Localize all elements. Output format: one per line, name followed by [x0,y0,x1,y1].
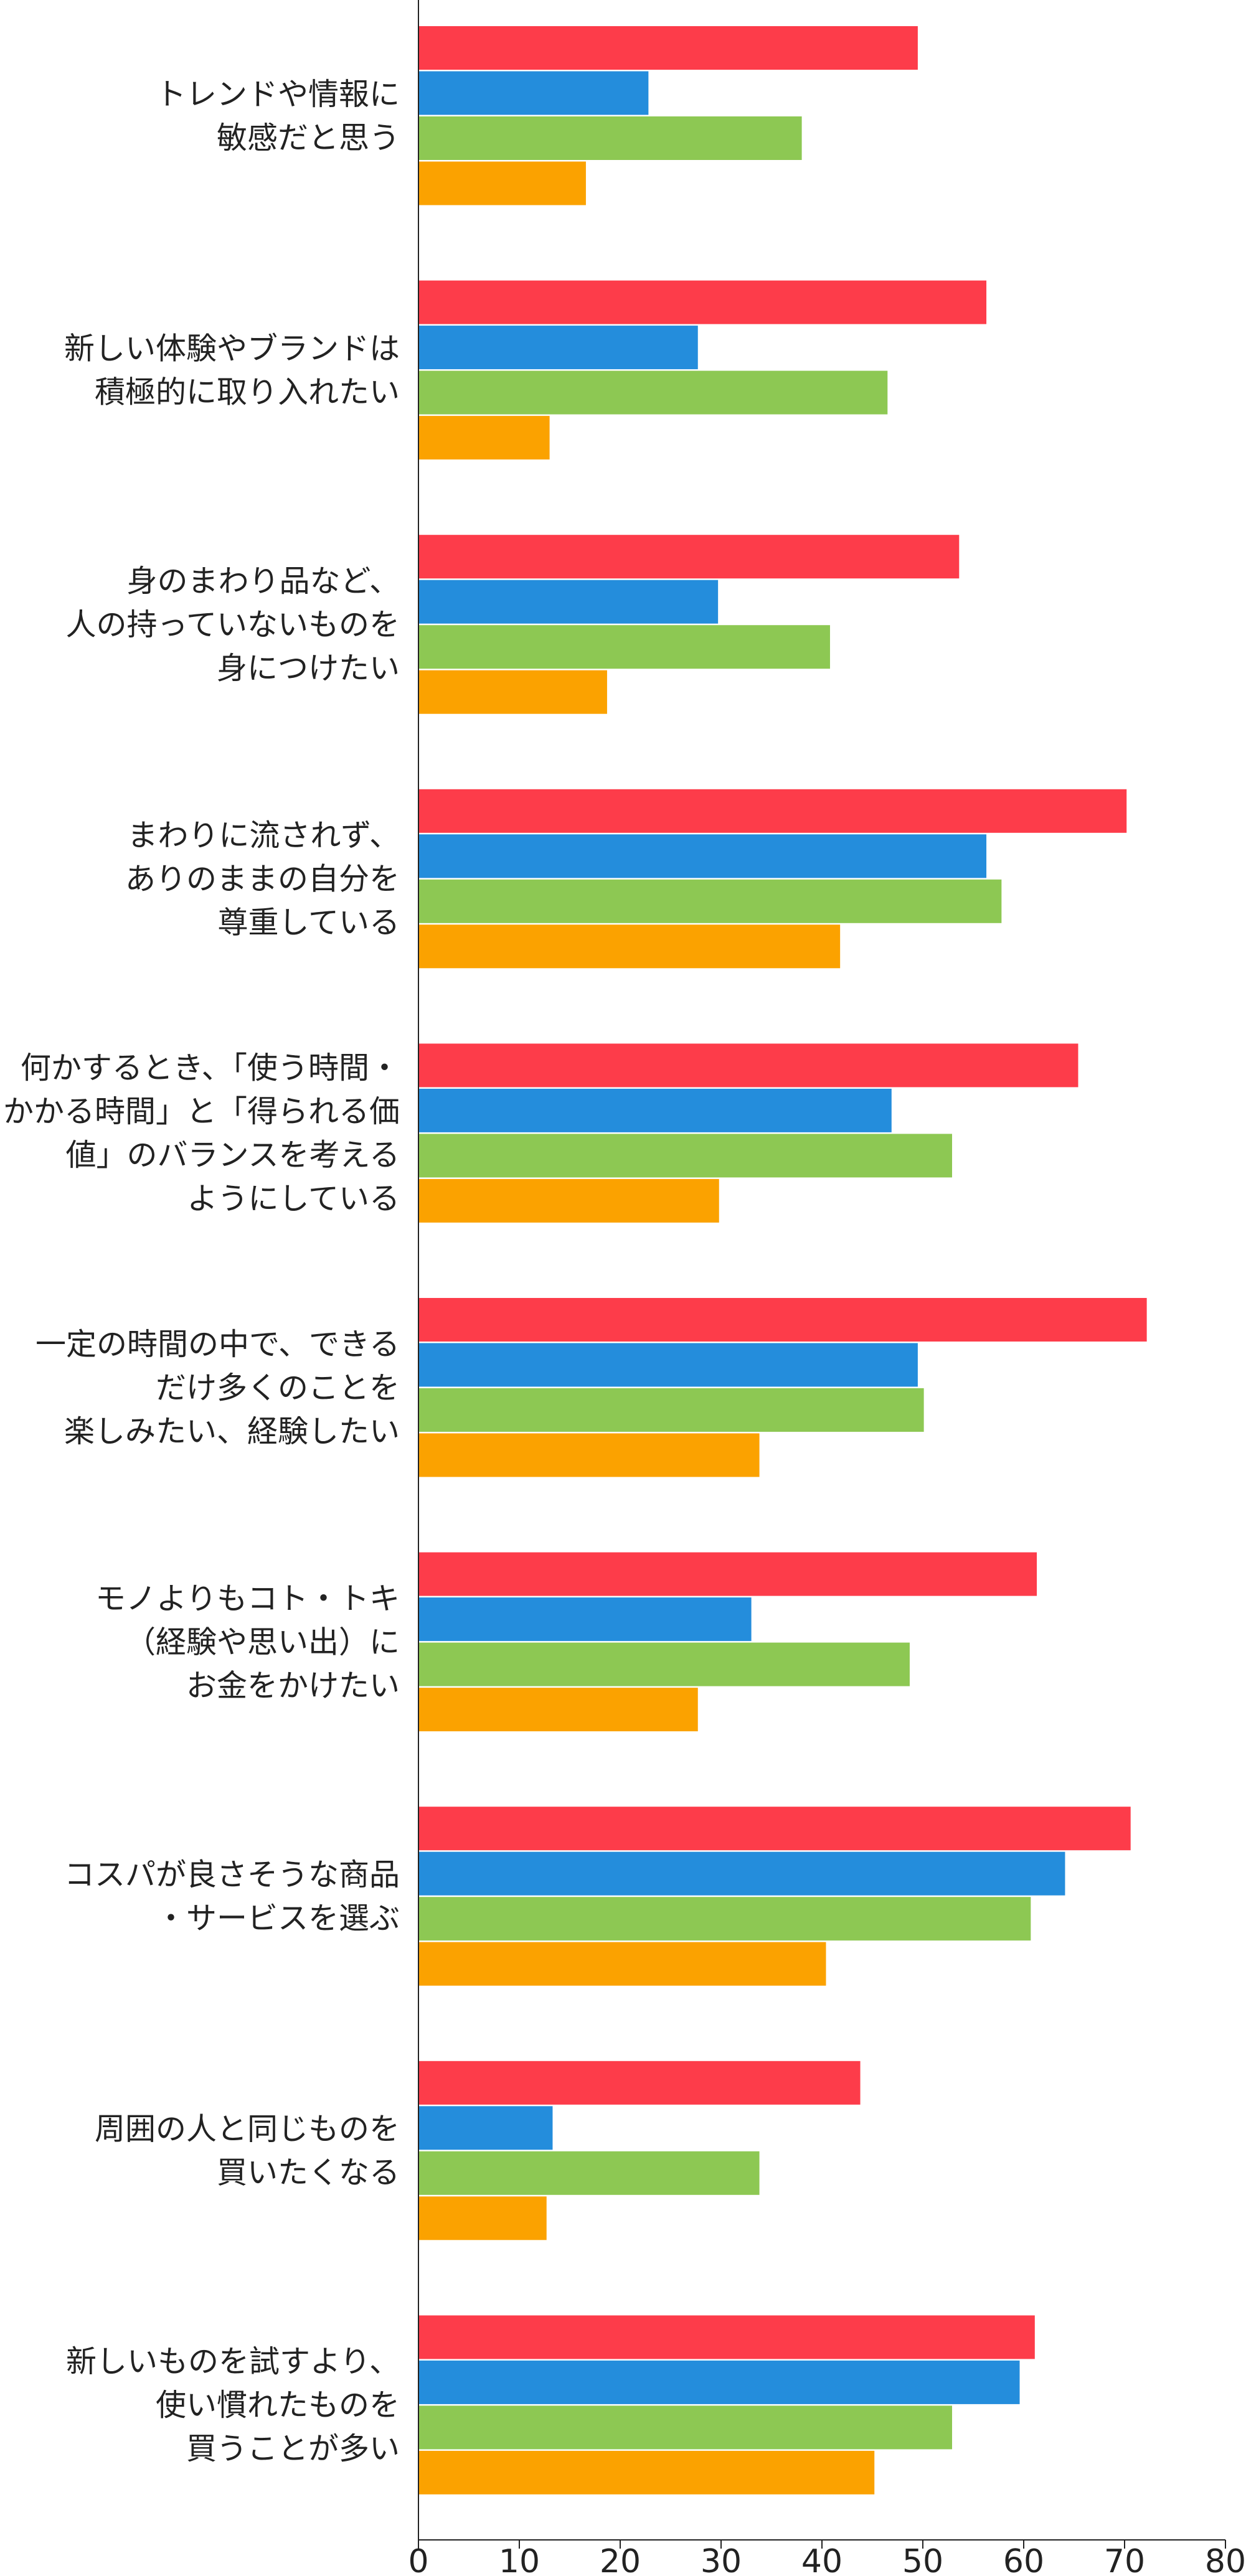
category-label: 尊重している [217,905,400,941]
category-label: まわりに流されず、 [127,818,400,853]
bar-series-1 [418,1807,1131,1851]
category-label: 買いたくなる [217,2155,400,2191]
bar-series-3 [418,1642,910,1686]
bar-series-1 [418,26,918,70]
bar-series-4 [418,924,841,969]
bar-series-3 [418,1388,924,1432]
x-tick-label: 80 [1205,2543,1246,2576]
category-label: 使い慣れたものを [156,2387,400,2423]
category-labels: トレンドや情報に敏感だと思う新しい体験やブランドは積極的に取り入れたい身のまわり… [3,77,400,2466]
bar-series-3 [418,370,888,415]
bars-group [418,26,1147,2494]
bar-series-1 [418,1298,1147,1342]
bar-series-1 [418,1552,1037,1596]
bar-series-3 [418,2405,952,2450]
bar-series-4 [418,2450,875,2494]
bar-series-2 [418,326,698,370]
bar-series-2 [418,71,649,115]
category-label: ようにしている [187,1181,400,1216]
category-label: トレンドや情報に [156,77,400,112]
category-label: ありのままの自分を [125,862,400,897]
category-label: 何かするとき、「使う時間・ [21,1050,400,1086]
bar-series-1 [418,789,1127,833]
category-label: 身につけたい [217,651,400,686]
bar-series-2 [418,1597,752,1642]
category-label: ・サービスを選ぶ [156,1901,400,1936]
bar-series-2 [418,580,719,624]
x-tick-label: 40 [801,2543,842,2576]
bar-series-3 [418,116,802,160]
category-label: お金をかけたい [186,1668,400,1703]
bar-series-3 [418,625,830,669]
category-label: コスパが良さそうな商品 [64,1857,400,1892]
bar-series-4 [418,161,586,205]
bar-series-3 [418,2151,760,2195]
category-label: 新しいものを試すより、 [66,2344,400,2379]
x-tick-label: 50 [902,2543,943,2576]
bar-series-2 [418,1088,892,1132]
category-label: （経験や思い出）に [125,1624,400,1660]
bar-series-2 [418,1343,918,1387]
category-label: 人の持っていないものを [65,607,400,642]
x-tick-label: 70 [1104,2543,1145,2576]
bar-series-4 [418,670,607,714]
x-tick-label: 10 [499,2543,540,2576]
bar-series-1 [418,280,987,324]
bar-series-3 [418,1897,1031,1941]
bar-series-2 [418,2106,553,2150]
category-label: 買うことが多い [186,2431,400,2466]
bar-series-4 [418,1688,698,1732]
category-label: 身のまわり品など、 [126,563,400,599]
x-tick-label: 30 [701,2543,742,2576]
bar-series-3 [418,879,1002,923]
bar-series-4 [418,1178,719,1223]
x-tick-label: 0 [408,2543,428,2576]
bar-series-1 [418,1043,1078,1088]
bar-series-4 [418,1942,826,1986]
category-label: 積極的に取り入れたい [95,374,400,410]
category-label: 敏感だと思う [217,120,400,156]
bar-series-3 [418,1134,952,1178]
category-label: 新しい体験やブランドは [64,331,400,366]
category-label: 周囲の人と同じものを [95,2112,400,2147]
bar-series-2 [418,2360,1020,2404]
bar-series-4 [418,416,550,460]
x-tick-label: 60 [1003,2543,1044,2576]
category-label: 一定の時間の中で、できる [35,1327,400,1362]
bar-series-2 [418,1851,1065,1896]
bar-series-4 [418,2196,547,2240]
category-label: 値」のバランスを考える [65,1137,400,1173]
category-label: 楽しみたい、経験したい [64,1414,400,1449]
category-label: かかる時間」と「得られる価 [3,1094,400,1129]
bar-series-1 [418,2315,1035,2359]
x-tick-label: 20 [600,2543,641,2576]
bar-series-1 [418,535,960,579]
bar-series-4 [418,1433,760,1477]
bar-series-2 [418,834,987,878]
x-axis-ticks: 0 10 20 30 40 50 60 70 80 [408,2540,1246,2576]
category-label: モノよりもコト・トキ [95,1581,400,1616]
category-label: だけ多くのことを [156,1370,400,1406]
bar-series-1 [418,2061,861,2105]
